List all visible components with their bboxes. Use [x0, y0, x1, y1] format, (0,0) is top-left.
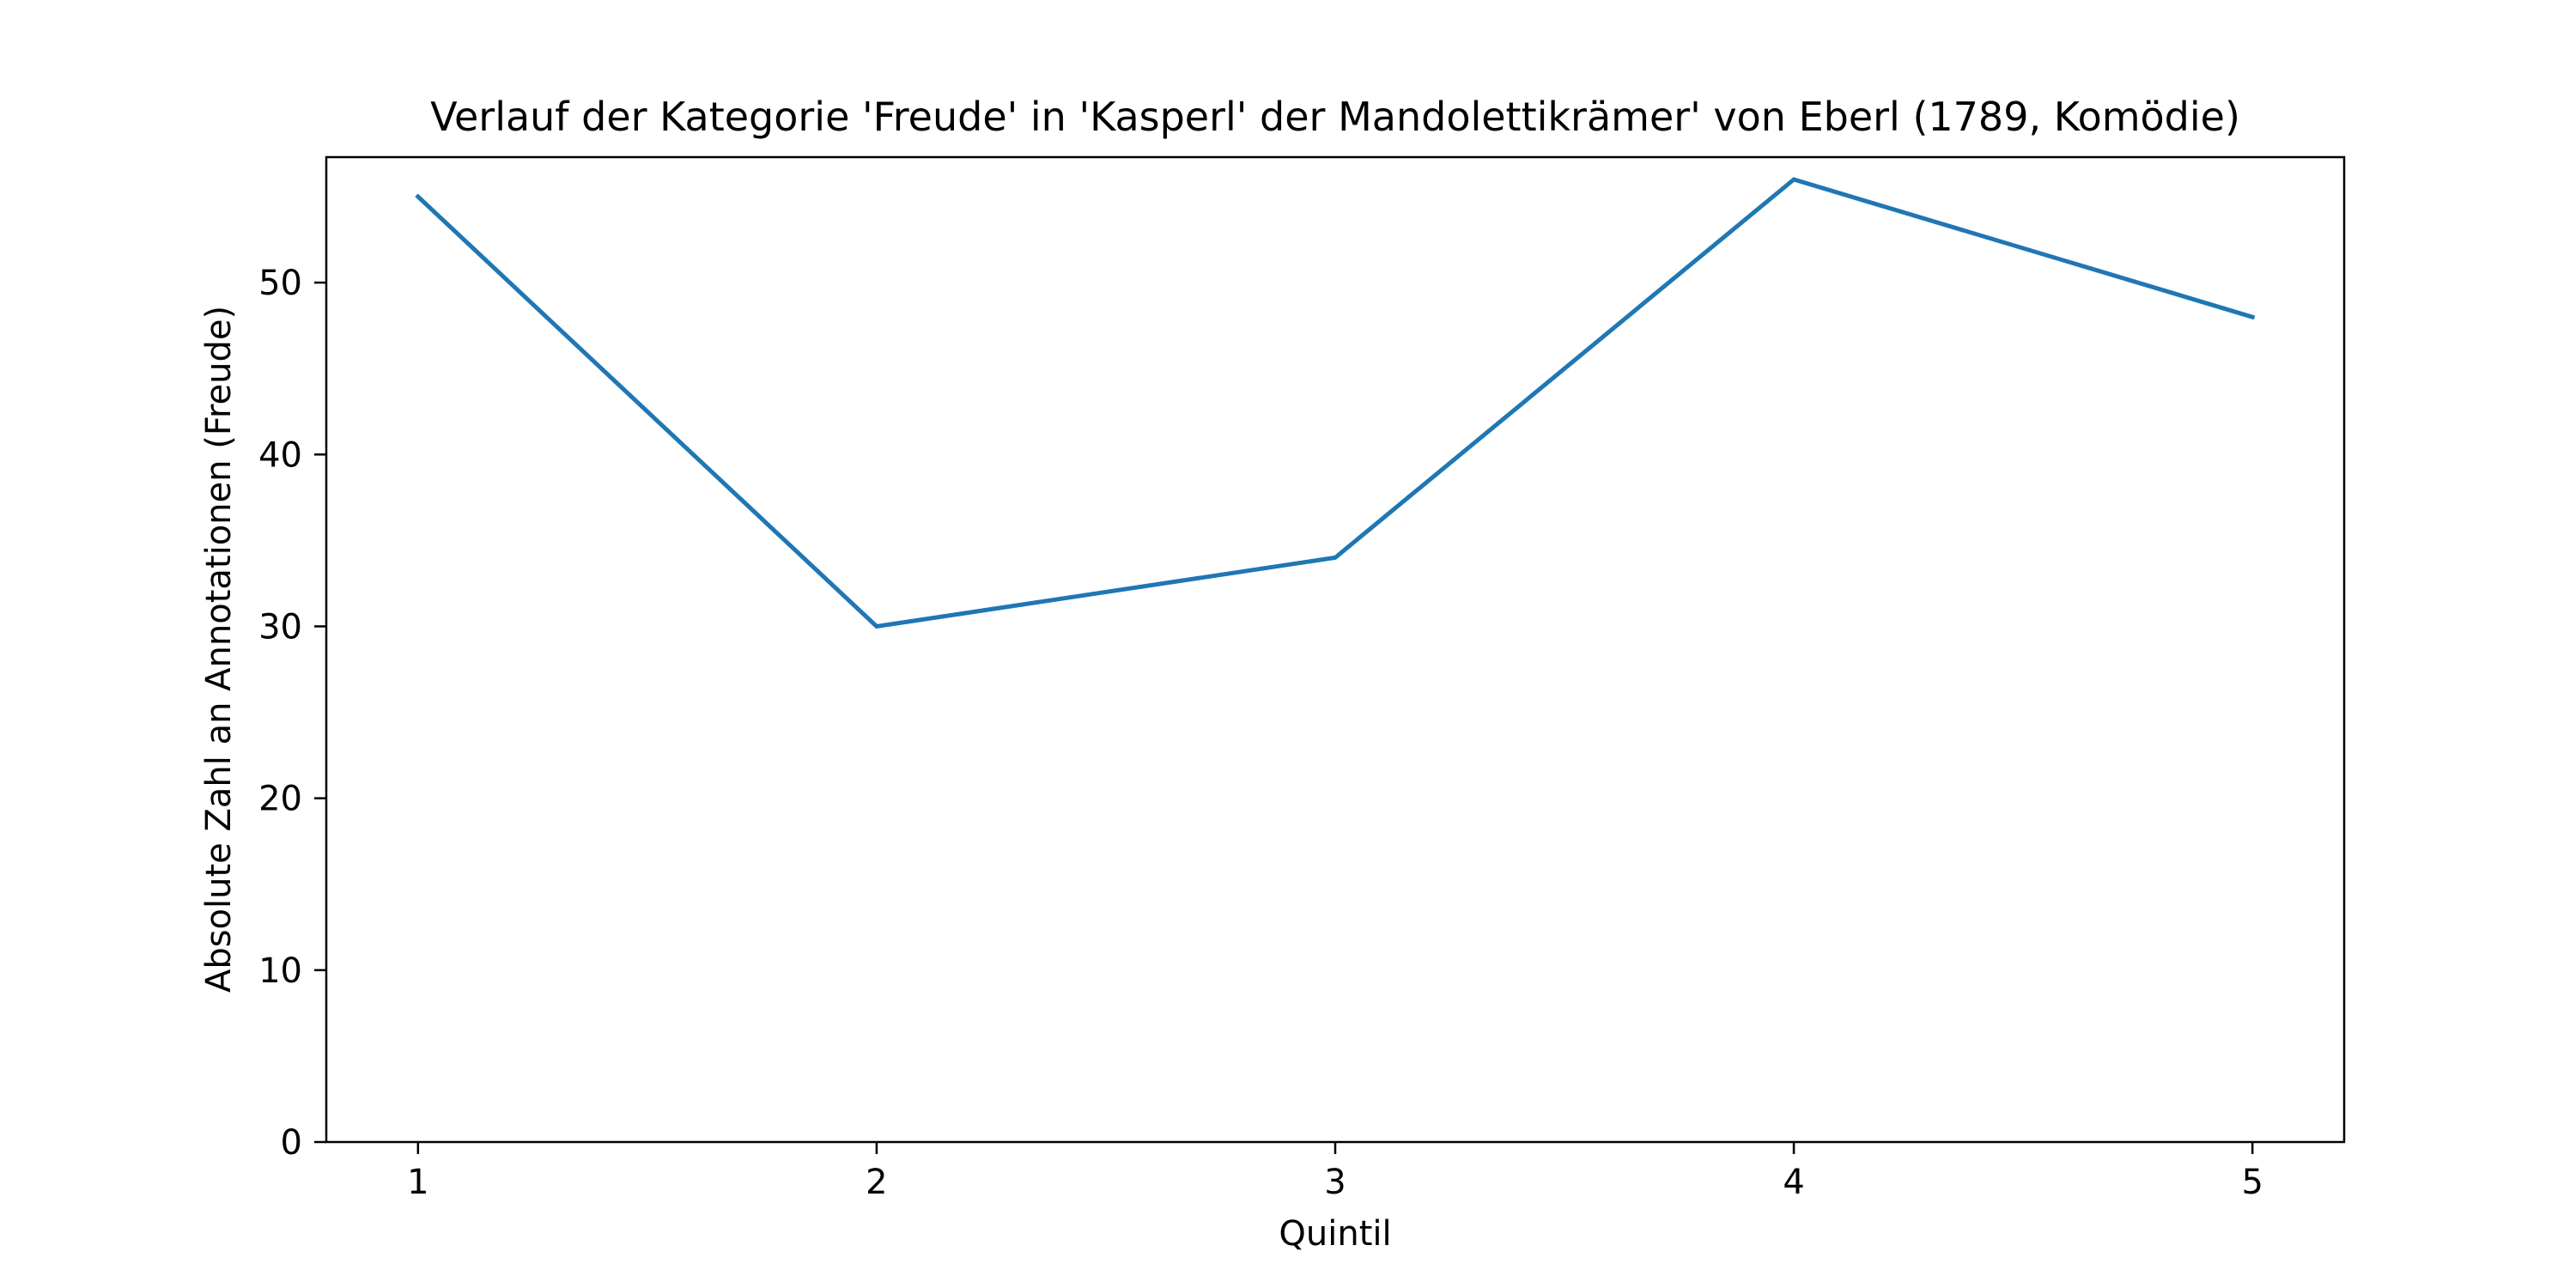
y-axis: 0 10 20 30 40 50 — [258, 264, 326, 1163]
x-tick-label-4: 5 — [2241, 1163, 2263, 1202]
y-tick-label-1: 10 — [258, 951, 302, 991]
x-tick-label-3: 4 — [1783, 1163, 1804, 1202]
y-tick-label-3: 30 — [258, 607, 302, 647]
y-tick-label-5: 50 — [258, 264, 302, 303]
x-tick-label-2: 3 — [1324, 1163, 1346, 1202]
chart-title: Verlauf der Kategorie 'Freude' in 'Kaspe… — [430, 94, 2240, 140]
y-axis-label: Absolute Zahl an Annotationen (Freude) — [199, 306, 239, 993]
series-line-0 — [415, 177, 2256, 629]
series-layer — [415, 177, 2256, 629]
x-tick-label-0: 1 — [407, 1163, 428, 1202]
x-axis: 1 2 3 4 5 — [407, 1142, 2263, 1202]
x-axis-label: Quintil — [1279, 1214, 1391, 1254]
x-tick-label-1: 2 — [866, 1163, 887, 1202]
y-tick-label-0: 0 — [281, 1123, 302, 1163]
y-tick-label-4: 40 — [258, 435, 302, 475]
y-tick-label-2: 20 — [258, 780, 302, 819]
